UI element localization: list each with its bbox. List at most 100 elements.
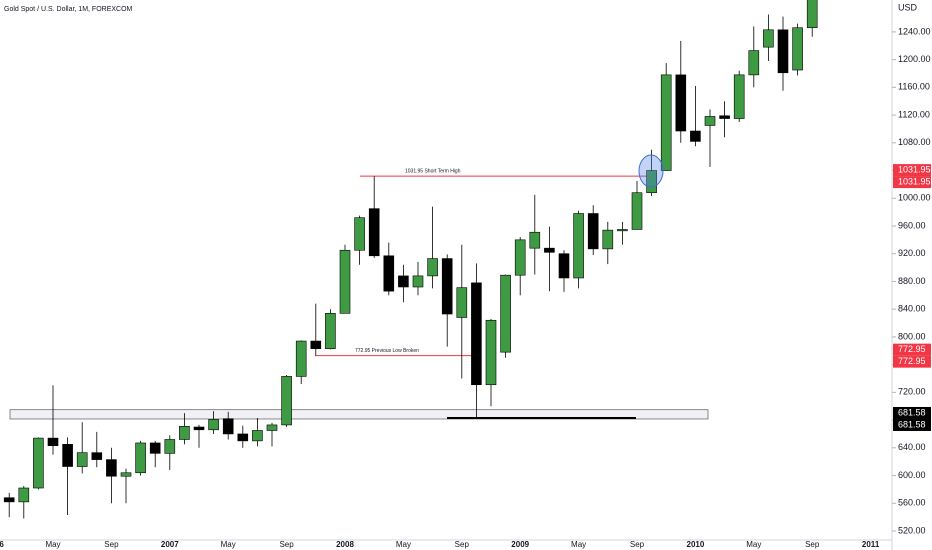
x-tick-label: Sep [805,540,820,549]
candle-body [222,418,234,435]
y-tick-label: 720.00 [898,387,926,397]
candle-body [193,426,205,431]
y-tick-label: 1200.00 [898,54,931,64]
candle-body [412,275,424,288]
candle-body [573,213,584,279]
x-tick-label: 2008 [336,540,354,549]
candle-body [806,0,818,29]
annotation-text: 772.95 Previous Low Broken [355,348,419,354]
candle-body [631,192,643,230]
y-tick-label: 800.00 [898,331,926,341]
y-tick-label: 1240.00 [898,26,931,36]
candle-body [675,74,687,132]
candle-body [237,433,249,442]
price-marker-label: 1031.95 [898,164,931,174]
candle-body [47,437,59,447]
candle-body [383,255,395,292]
candle-body [456,287,468,318]
candle-body [339,249,351,314]
candle-body [310,340,322,349]
price-marker [893,418,931,431]
x-tick-label: May [221,540,236,549]
x-tick-label: 6 [0,540,4,549]
candle-body [646,170,657,194]
x-tick-label: 2007 [161,540,179,549]
y-tick-label: 1080.00 [898,137,931,147]
y-tick-label: 1120.00 [898,109,930,119]
candle-body [690,130,701,142]
candle-body [281,376,292,426]
candle-body [3,497,15,503]
candle-body [252,430,263,442]
y-tick-label: 880.00 [898,276,926,286]
x-tick-label: 2010 [687,540,705,549]
y-tick-label: 840.00 [898,304,926,314]
candle-body [544,247,555,253]
candle-body [441,258,453,315]
candle-body [587,213,599,250]
candle-body [733,74,745,119]
y-tick-label: 520.00 [898,525,926,535]
y-tick-label: 560.00 [898,498,926,508]
price-marker [893,355,931,368]
candle-body [120,472,132,477]
x-tick-label: May [571,540,586,549]
candle-body [91,452,103,460]
support-zone [9,409,709,420]
candle-body [427,258,438,277]
candle-body [704,116,716,126]
y-tick-label: 960.00 [898,220,926,230]
candle-body [500,274,511,353]
highlight-circle [638,154,664,188]
x-tick-label: 2009 [511,540,529,549]
y-tick-label: 1160.00 [898,82,930,92]
candle-body [748,50,760,76]
candle-body [514,239,526,276]
candle-body [208,419,219,431]
x-tick-label: May [396,540,411,549]
candle-body [660,74,672,171]
candle-body [354,217,365,251]
candle-body [135,442,146,474]
x-tick-label: Sep [455,540,470,549]
candle-body [792,27,803,71]
candle-body [471,282,482,386]
candle-body [529,231,541,249]
price-marker [893,164,931,177]
price-marker-label: 681.58 [898,407,926,417]
candle-body [295,340,307,377]
x-tick-label: Sep [630,540,645,549]
x-tick-label: 2011 [862,540,880,549]
annotation-text: 1031.95 Short Term High [405,168,461,174]
candle-body [485,319,497,386]
candle-body [62,444,73,467]
candle-body [149,442,161,454]
candle-body [164,439,176,454]
price-marker-label: 772.95 [898,344,926,354]
candle-body [558,253,570,279]
candle-body [179,426,190,440]
y-tick-label: 1000.00 [898,193,931,203]
candle-body [325,313,336,349]
price-marker-label: 681.58 [898,419,926,429]
y-tick-label: 600.00 [898,470,926,480]
candle-body [617,229,628,232]
candle-body [763,29,774,48]
y-axis-label: USD [898,2,918,12]
candle-body [266,424,278,431]
x-tick-label: May [746,540,761,549]
x-tick-label: Sep [104,540,119,549]
price-marker [893,406,931,419]
candle-body [106,459,117,477]
chart-title: Gold Spot / U.S. Dollar, 1M, FOREXCOM [4,6,133,13]
candle-body [398,275,409,288]
candle-body [777,29,789,74]
candle-body [18,487,30,503]
price-marker-label: 772.95 [898,356,926,366]
y-tick-label: 640.00 [898,442,926,452]
price-marker-label: 1031.95 [898,176,931,186]
y-tick-label: 920.00 [898,248,926,258]
x-tick-label: Sep [279,540,294,549]
candle-body [602,229,614,250]
